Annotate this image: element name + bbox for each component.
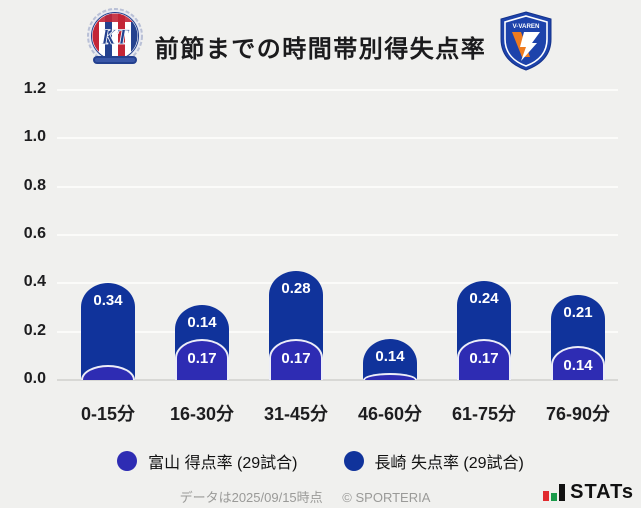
nagasaki-logo-text: V-VAREN [512,23,540,30]
toyama-monogram: KT [100,24,131,49]
y-axis-tick-0.0: 0.0 [23,370,46,387]
gridline-1.2 [57,89,618,91]
brand-bar-red [543,491,550,501]
bar-value-nagasaki-76-90分: 0.21 [563,304,593,321]
gridline-0.4 [57,282,618,285]
y-axis-tick-0.2: 0.2 [23,321,46,339]
gridline-0.2 [57,330,618,333]
x-axis-label-0-15分: 0-15分 [80,404,136,424]
brand-text: STATs [570,481,634,503]
x-axis-label-46-60分: 46-60分 [357,404,423,424]
stats-brand-logo: STATs [543,481,634,503]
toyama-club-crest-logo: KT [84,6,146,75]
brand-bar-black [559,484,566,501]
copyright: © SPORTERIA [342,490,431,505]
legend-label-toyama: 富山 得点率 (29試合) [148,455,298,472]
nagasaki-club-crest-logo: V-VAREN [499,11,553,76]
x-axis-label-61-75分: 61-75分 [451,404,517,424]
bar-toyama-76-90分 [551,346,605,380]
bar-toyama-16-30分 [175,339,229,380]
bar-value-nagasaki-31-45分: 0.28 [281,280,311,297]
y-axis-tick-0.6: 0.6 [23,225,46,242]
x-axis-label-76-90分: 76-90分 [545,404,611,424]
bar-chart-icon [543,484,566,501]
legend-label-nagasaki: 長崎 失点率 (29試合) [374,455,524,472]
bar-value-toyama-16-30分: 0.17 [187,350,217,367]
y-axis-tick-0.4: 0.4 [23,273,46,291]
gridline-0.0 [57,379,618,381]
y-axis-tick-1.2: 1.2 [23,80,46,97]
y-axis-tick-1.0: 1.0 [23,128,46,146]
bar-toyama-31-45分 [269,339,323,380]
toyama-series-dot-icon [117,451,138,471]
bar-value-nagasaki-16-30分: 0.14 [187,314,217,331]
x-axis-label-16-30分: 16-30分 [169,404,235,424]
gridline-1.0 [57,137,618,140]
bar-nagasaki-0-15分 [81,283,135,380]
bar-value-nagasaki-0-15分: 0.34 [93,292,123,309]
x-axis-label-31-45分: 31-45分 [263,404,329,424]
gridline-0.8 [57,185,618,188]
nagasaki-series-dot-icon [343,451,364,471]
y-axis-tick-0.8: 0.8 [23,176,46,194]
page-title: 前節までの時間帯別得失点率 [154,36,487,63]
brand-bar-green [551,493,558,501]
bar-value-nagasaki-61-75分: 0.24 [469,290,499,307]
legend-item-nagasaki: 長崎 失点率 (29試合) [343,449,524,473]
bar-toyama-61-75分 [457,339,511,380]
chart-legend: 富山 得点率 (29試合) 長崎 失点率 (29試合) [0,449,641,473]
bar-value-nagasaki-46-60分: 0.14 [375,348,405,365]
bar-value-toyama-31-45分: 0.17 [281,350,311,367]
legend-item-toyama: 富山 得点率 (29試合) [117,449,298,473]
data-date-note: データは2025/09/15時点 [179,490,323,505]
bar-toyama-46-60分 [363,373,417,380]
gridline-0.6 [57,234,618,236]
bar-value-toyama-76-90分: 0.14 [563,357,593,374]
footer-note: データは2025/09/15時点 © SPORTERIA [0,487,610,506]
bar-value-toyama-61-75分: 0.17 [469,350,499,367]
